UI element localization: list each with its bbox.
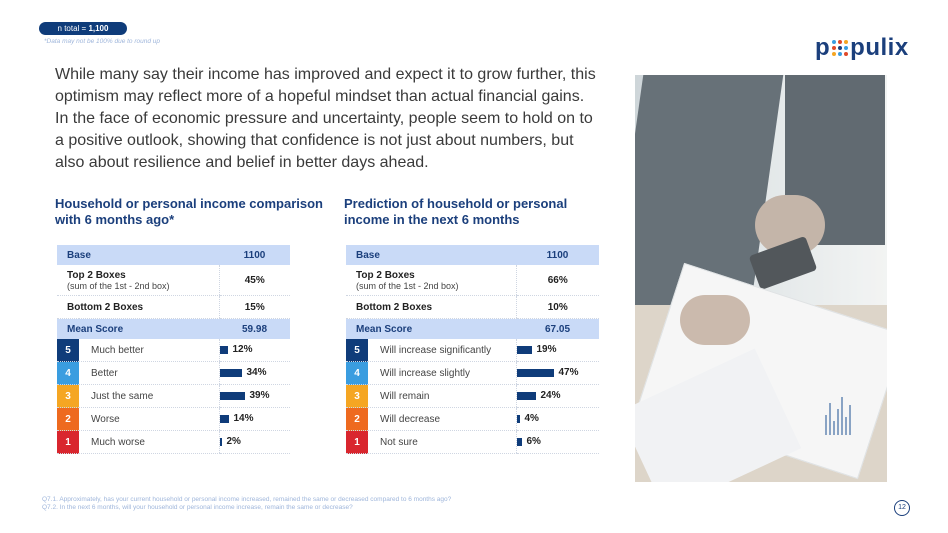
top2-row: Top 2 Boxes (sum of the 1st - 2nd box) 66… [346, 265, 599, 296]
scale-number: 4 [346, 361, 368, 385]
percent-bar [219, 437, 222, 446]
top2-row: Top 2 Boxes (sum of the 1st - 2nd box) 45… [57, 265, 290, 296]
percent-bar [219, 414, 229, 423]
percent-bar [516, 345, 532, 354]
question-q72: Q7.2. In the next 6 months, will your ho… [42, 504, 353, 511]
percent-bar [219, 391, 245, 400]
bottom2-row: Bottom 2 Boxes 15% [57, 295, 290, 319]
scale-number: 1 [346, 430, 368, 454]
mean-row: Mean Score 67.05 [346, 318, 599, 339]
percent-bar [516, 391, 536, 400]
top2-label: Top 2 Boxes [67, 269, 126, 281]
base-label: Base [346, 245, 516, 265]
top2-label: Top 2 Boxes [356, 269, 415, 281]
scale-number: 5 [346, 339, 368, 362]
logo-dots-icon [832, 40, 849, 56]
scale-number: 3 [57, 384, 79, 408]
percent-label: 39% [249, 390, 270, 402]
scale-label: Will decrease [368, 407, 516, 431]
top2-value: 45% [218, 265, 290, 296]
scale-row: 2 Worse 14% [57, 407, 290, 431]
bottom2-value: 10% [515, 295, 599, 319]
scale-label: Much worse [79, 430, 219, 454]
percent-label: 19% [536, 344, 557, 356]
mean-value: 59.98 [219, 318, 290, 339]
intro-paragraph: While many say their income has improved… [55, 66, 596, 171]
business-photo [635, 75, 887, 482]
mean-value: 67.05 [516, 318, 599, 339]
percent-label: 34% [246, 367, 267, 379]
scale-number: 5 [57, 339, 79, 362]
scale-row: 1 Much worse 2% [57, 430, 290, 454]
base-label: Base [57, 245, 219, 265]
percent-label: 24% [540, 390, 561, 402]
left-panel-title: Household or personal income comparison … [55, 196, 323, 227]
scale-number: 2 [346, 407, 368, 431]
bottom2-label: Bottom 2 Boxes [67, 301, 144, 313]
bottom2-value: 15% [218, 295, 290, 319]
percent-label: 12% [232, 344, 253, 356]
scale-number: 2 [57, 407, 79, 431]
n-total-badge: n total = 1,100 [39, 22, 127, 35]
scale-label: Better [79, 361, 219, 385]
scale-label: Will remain [368, 384, 516, 408]
roundup-note: *Data may not be 100% due to round up [44, 38, 160, 45]
bottom2-label: Bottom 2 Boxes [356, 301, 433, 313]
mean-row: Mean Score 59.98 [57, 318, 290, 339]
scale-label: Not sure [368, 430, 516, 454]
scale-number: 4 [57, 361, 79, 385]
scale-number: 1 [57, 430, 79, 454]
scale-label: Much better [79, 339, 219, 362]
scale-row: 3 Will remain 24% [346, 384, 599, 408]
top2-value: 66% [515, 265, 599, 296]
percent-label: 47% [558, 367, 579, 379]
mean-label: Mean Score [57, 318, 219, 339]
right-panel-title: Prediction of household or personal inco… [344, 196, 568, 227]
scale-row: 3 Just the same 39% [57, 384, 290, 408]
base-row: Base 1100 [346, 245, 599, 265]
scale-row: 2 Will decrease 4% [346, 407, 599, 431]
mean-label: Mean Score [346, 318, 516, 339]
percent-label: 6% [526, 436, 541, 448]
scale-row: 5 Much better 12% [57, 339, 290, 362]
footer-questions: Q7.1. Approximately, has your current ho… [42, 496, 451, 512]
base-value: 1100 [516, 245, 599, 265]
scale-row: 5 Will increase significantly 19% [346, 339, 599, 362]
percent-bar [516, 437, 522, 446]
bottom2-row: Bottom 2 Boxes 10% [346, 295, 599, 319]
populix-logo: p pulix [815, 34, 909, 61]
percent-bar [219, 368, 242, 377]
top2-sub: (sum of the 1st - 2nd box) [356, 280, 459, 291]
left-income-table: Base 1100 Top 2 Boxes (sum of the 1st - 2… [57, 245, 290, 454]
percent-bar [516, 414, 520, 423]
percent-label: 2% [226, 436, 241, 448]
scale-row: 4 Will increase slightly 47% [346, 361, 599, 385]
page-number: 12 [894, 500, 910, 516]
top2-sub: (sum of the 1st - 2nd box) [67, 280, 170, 291]
scale-label: Worse [79, 407, 219, 431]
scale-label: Will increase slightly [368, 361, 516, 385]
scale-label: Will increase significantly [368, 339, 516, 362]
base-row: Base 1100 [57, 245, 290, 265]
scale-row: 4 Better 34% [57, 361, 290, 385]
scale-label: Just the same [79, 384, 219, 408]
scale-row: 1 Not sure 6% [346, 430, 599, 454]
base-value: 1100 [219, 245, 290, 265]
percent-bar [516, 368, 554, 377]
scale-number: 3 [346, 384, 368, 408]
percent-label: 14% [233, 413, 254, 425]
question-q71: Q7.1. Approximately, has your current ho… [42, 496, 452, 503]
right-income-table: Base 1100 Top 2 Boxes (sum of the 1st - 2… [346, 245, 599, 454]
percent-label: 4% [524, 413, 539, 425]
percent-bar [219, 345, 228, 354]
